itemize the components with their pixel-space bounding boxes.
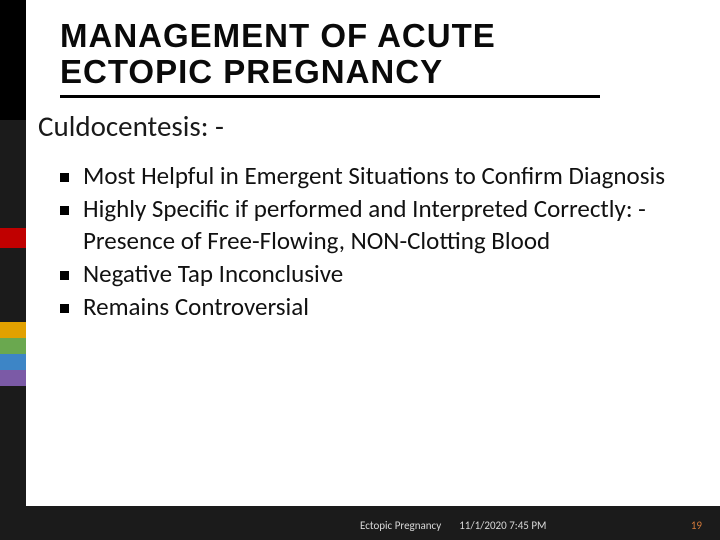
bullet-text: Negative Tap Inconclusive	[83, 258, 343, 289]
accent-stripe-1	[0, 228, 26, 248]
bullet-marker-icon	[60, 271, 69, 280]
bullet-list: Most Helpful in Emergent Situations to C…	[60, 160, 670, 324]
bullet-text: Most Helpful in Emergent Situations to C…	[83, 160, 665, 191]
title-underline	[60, 95, 600, 98]
bullet-item: Negative Tap Inconclusive	[60, 258, 670, 289]
bullet-marker-icon	[60, 304, 69, 313]
slide-title: MANAGEMENT OF ACUTE ECTOPIC PREGNANCY	[60, 18, 680, 89]
title-line-1: MANAGEMENT OF ACUTE	[60, 17, 496, 54]
bullet-item: Most Helpful in Emergent Situations to C…	[60, 160, 670, 191]
accent-top-block	[0, 0, 26, 120]
footer-datetime: 11/1/2020 7:45 PM	[459, 519, 546, 532]
bullet-marker-icon	[60, 173, 69, 182]
bullet-item: Highly Specific if performed and Interpr…	[60, 193, 670, 256]
left-accent-bar	[0, 0, 26, 540]
title-block: MANAGEMENT OF ACUTE ECTOPIC PREGNANCY	[60, 18, 680, 98]
footer-topic: Ectopic Pregnancy	[360, 519, 441, 532]
title-line-2: ECTOPIC PREGNANCY	[60, 53, 443, 90]
accent-stripe-3	[0, 338, 26, 354]
accent-stripe-5	[0, 370, 26, 386]
slide: MANAGEMENT OF ACUTE ECTOPIC PREGNANCY Cu…	[0, 0, 720, 540]
bullet-text: Remains Controversial	[83, 291, 309, 322]
footer: Ectopic Pregnancy 11/1/2020 7:45 PM 19	[0, 519, 720, 532]
page-number: 19	[691, 519, 702, 532]
bullet-marker-icon	[60, 206, 69, 215]
accent-stripe-4	[0, 354, 26, 370]
subtitle: Culdocentesis: -	[38, 108, 224, 144]
bullet-item: Remains Controversial	[60, 291, 670, 322]
bullet-text: Highly Specific if performed and Interpr…	[83, 193, 670, 256]
accent-stripe-2	[0, 322, 26, 338]
